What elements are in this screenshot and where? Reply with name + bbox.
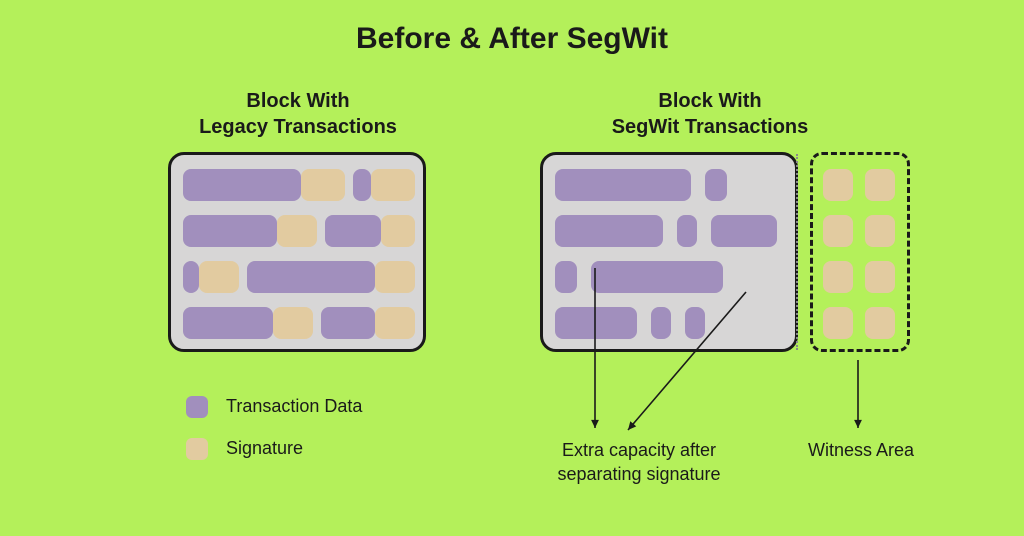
transaction-segment [321,307,375,339]
witness-signature-segment [865,307,895,339]
witness-signature-segment [823,215,853,247]
transaction-segment [677,215,697,247]
legacy-block [168,152,426,352]
transaction-segment [555,215,663,247]
witness-signature-segment [823,261,853,293]
transaction-segment [685,307,705,339]
transaction-segment [705,169,727,201]
witness-signature-segment [823,307,853,339]
segwit-block [540,152,798,352]
legacy-block-title: Block With Legacy Transactions [168,88,428,140]
legend-label-sig: Signature [226,438,303,459]
transaction-segment [711,215,777,247]
transaction-segment [183,261,199,293]
legend-label-tx: Transaction Data [226,396,362,417]
transaction-segment [555,261,577,293]
signature-segment [199,261,239,293]
signature-segment [381,215,415,247]
transaction-segment [183,169,301,201]
legend-swatch-sig [186,438,208,460]
transaction-segment [651,307,671,339]
signature-segment [375,261,415,293]
transaction-segment [555,307,637,339]
transaction-segment [591,261,723,293]
signature-segment [277,215,317,247]
transaction-segment [183,307,273,339]
signature-segment [273,307,313,339]
segwit-divider-line [796,154,798,350]
transaction-segment [325,215,381,247]
witness-signature-segment [865,169,895,201]
annotation-extra-capacity: Extra capacity after separating signatur… [524,438,754,487]
signature-segment [301,169,345,201]
transaction-segment [555,169,691,201]
witness-signature-segment [865,261,895,293]
witness-area-box [810,152,910,352]
segwit-block-title: Block With SegWit Transactions [580,88,840,140]
annotation-witness-area: Witness Area [786,438,936,462]
witness-signature-segment [823,169,853,201]
signature-segment [371,169,415,201]
transaction-segment [183,215,277,247]
legend-swatch-tx [186,396,208,418]
signature-segment [375,307,415,339]
main-title: Before & After SegWit [0,22,1024,56]
transaction-segment [247,261,375,293]
transaction-segment [353,169,371,201]
witness-signature-segment [865,215,895,247]
